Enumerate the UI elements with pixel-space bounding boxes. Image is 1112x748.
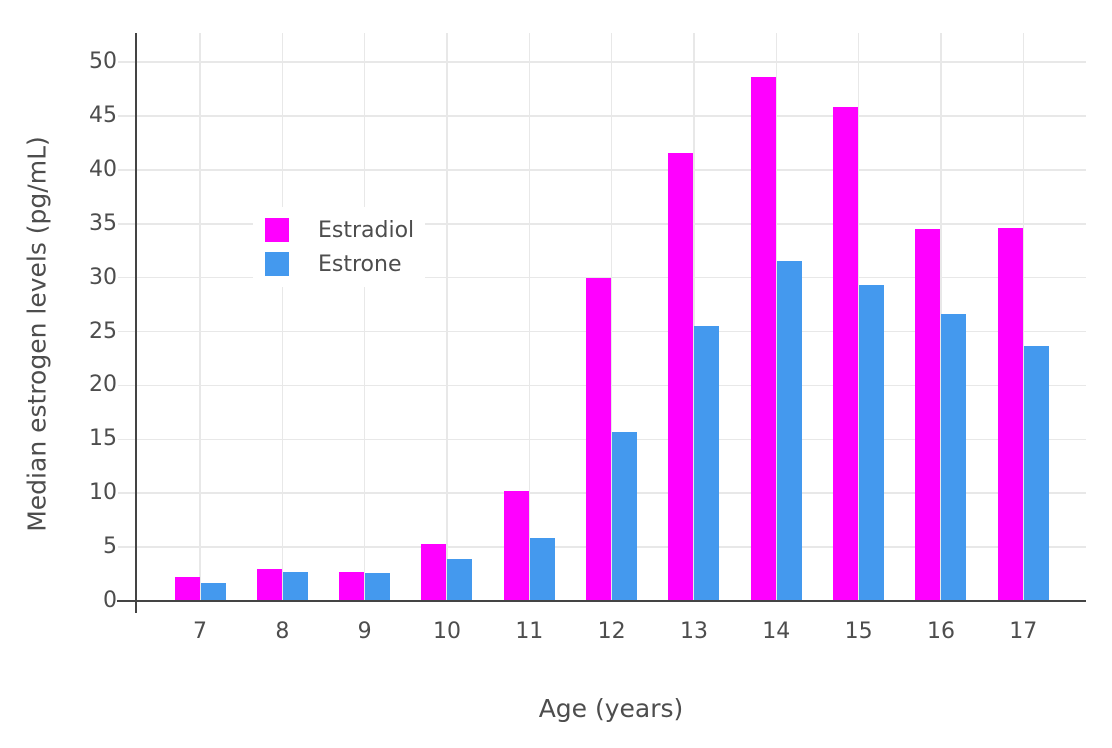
y-tick-mark [118,330,136,333]
x-tick-label: 12 [597,619,626,644]
x-gridline [528,33,531,601]
legend-item-estradiol[interactable]: Estradiol [265,217,415,243]
x-tick-label: 14 [762,619,791,644]
x-tick-label: 10 [432,619,461,644]
y-tick-mark [118,223,136,225]
y-tick-mark [118,115,136,117]
bar-estradiol-age-8 [256,568,282,601]
y-tick-mark [118,61,136,63]
x-gridline [940,33,942,601]
y-tick-label: 35 [89,210,117,236]
bar-estradiol-age-15 [833,107,859,601]
legend-item-estrone[interactable]: Estrone [265,251,402,277]
bar-estrone-age-10 [447,558,473,601]
bar-estrone-age-15 [859,285,885,601]
legend-label: Estradiol [318,217,415,243]
bar-estradiol-age-13 [668,152,694,601]
bar-estradiol-age-12 [586,277,612,601]
bar-estradiol-age-16 [915,229,941,601]
y-tick-label: 5 [103,534,117,560]
x-gridline [446,33,448,601]
bar-estradiol-age-14 [750,77,776,601]
y-tick-label: 0 [103,588,117,613]
x-tick-label: 7 [193,619,207,644]
x-gridline [199,33,201,601]
y-tick-label: 25 [89,318,117,344]
x-tick-label: 8 [275,619,290,644]
legend-swatch-estradiol [265,218,289,242]
legend: Estradiol Estrone [253,207,425,287]
legend-label: Estrone [318,251,402,277]
bar-estrone-age-16 [941,314,967,601]
y-tick-label: 50 [89,49,117,75]
y-tick-label: 10 [89,480,117,506]
bar-estrone-age-9 [365,572,391,601]
x-gridline [610,33,613,601]
bar-estrone-age-17 [1023,345,1049,601]
y-axis-line [135,33,137,613]
y-tick-mark [118,276,136,279]
y-tick-label: 20 [89,372,117,398]
x-axis-title: Age (years) [538,694,684,723]
x-tick-label: 17 [1009,619,1038,644]
x-gridline [281,33,284,601]
bar-estrone-age-8 [282,571,308,601]
bar-estradiol-age-7 [174,577,200,601]
x-tick-label: 11 [515,619,544,644]
bar-estrone-age-7 [200,582,226,601]
bar-estrone-age-12 [612,431,638,601]
legend-swatch-estrone [265,252,289,276]
y-tick-mark [118,546,136,548]
y-tick-label: 30 [89,264,117,290]
y-tick-label: 15 [89,426,117,452]
y-tick-label: 45 [89,102,117,128]
x-gridline [857,33,860,601]
bar-estradiol-age-17 [997,228,1023,601]
x-gridline [363,33,366,601]
bar-estrone-age-11 [529,538,555,601]
y-tick-mark [118,492,136,494]
bar-estradiol-age-9 [339,571,365,601]
x-tick-label: 9 [357,619,372,644]
y-tick-mark [118,438,136,441]
x-tick-label: 15 [844,619,873,644]
y-tick-mark [118,169,136,171]
x-axis-line [117,600,1086,602]
bar-estrone-age-14 [776,261,802,601]
x-tick-label: 16 [926,619,955,644]
y-tick-label: 40 [89,156,117,182]
bar-estrone-age-13 [694,326,720,601]
x-tick-label: 13 [679,619,708,644]
bar-estradiol-age-10 [421,543,447,601]
bar-estradiol-age-11 [503,491,529,601]
x-gridline [693,33,695,601]
x-gridline [775,33,778,601]
x-gridline [1022,33,1025,601]
y-tick-mark [118,384,136,387]
